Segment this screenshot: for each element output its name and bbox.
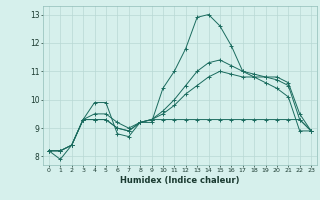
X-axis label: Humidex (Indice chaleur): Humidex (Indice chaleur) bbox=[120, 176, 240, 185]
